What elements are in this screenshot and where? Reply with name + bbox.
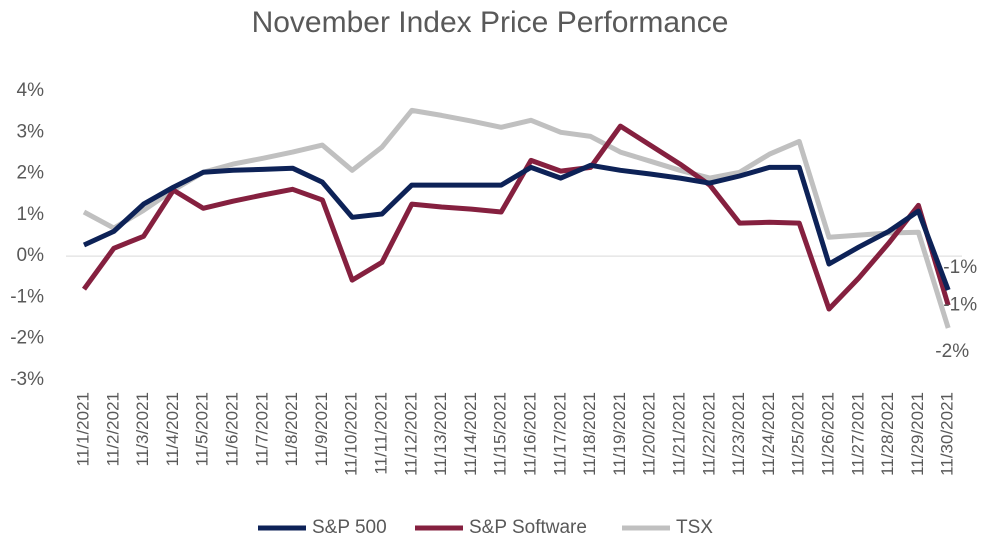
x-tick-label: 11/14/2021 (461, 392, 480, 476)
x-tick-label: 11/23/2021 (729, 392, 748, 476)
x-tick-label: 11/9/2021 (312, 392, 331, 466)
x-tick-label: 11/19/2021 (610, 392, 629, 476)
x-tick-label: 11/11/2021 (371, 392, 390, 475)
series-line (81, 123, 951, 312)
y-tick-label: -3% (10, 369, 44, 390)
x-tick-label: 11/22/2021 (699, 392, 718, 476)
x-tick-label: 11/16/2021 (520, 392, 539, 476)
x-tick-label: 11/20/2021 (640, 392, 659, 476)
series-line (82, 107, 951, 329)
x-tick-label: 11/7/2021 (252, 392, 271, 466)
x-tick-label: 11/1/2021 (73, 392, 92, 466)
x-tick-label: 11/2/2021 (103, 392, 122, 466)
legend-label: S&P 500 (312, 517, 387, 538)
value-label: -1% (943, 257, 977, 278)
y-tick-label: 1% (17, 204, 45, 225)
x-tick-label: 11/3/2021 (133, 392, 152, 466)
chart-title: November Index Price Performance (252, 6, 729, 39)
legend-label: S&P Software (469, 517, 587, 538)
x-tick-label: 11/4/2021 (163, 392, 182, 466)
x-tick-label: 11/18/2021 (580, 392, 599, 476)
y-tick-label: 3% (17, 121, 45, 142)
x-tick-label: 11/26/2021 (818, 392, 837, 476)
x-tick-label: 11/27/2021 (848, 392, 867, 476)
x-tick-label: 11/21/2021 (669, 392, 688, 476)
y-tick-label: 2% (17, 163, 45, 184)
x-tick-label: 11/25/2021 (789, 392, 808, 476)
y-tick-label: -2% (10, 328, 44, 349)
x-tick-label: 11/30/2021 (938, 392, 957, 476)
x-tick-label: 11/6/2021 (222, 392, 241, 466)
x-tick-label: 11/8/2021 (282, 392, 301, 466)
x-tick-label: 11/10/2021 (342, 392, 361, 476)
x-tick-label: 11/28/2021 (878, 392, 897, 476)
value-label: -2% (935, 341, 969, 362)
x-tick-label: 11/12/2021 (401, 392, 420, 476)
legend-label: TSX (676, 517, 713, 538)
x-tick-label: 11/24/2021 (759, 392, 778, 476)
x-tick-label: 11/29/2021 (908, 392, 927, 476)
x-tick-label: 11/13/2021 (431, 392, 450, 476)
y-tick-label: -1% (10, 286, 44, 307)
x-tick-label: 11/17/2021 (550, 392, 569, 476)
value-label: -1% (943, 294, 977, 315)
x-tick-label: 11/15/2021 (491, 392, 510, 476)
y-tick-label: 0% (17, 245, 45, 266)
series-line (82, 162, 951, 291)
x-tick-label: 11/5/2021 (193, 392, 212, 466)
y-tick-label: 4% (17, 80, 45, 101)
